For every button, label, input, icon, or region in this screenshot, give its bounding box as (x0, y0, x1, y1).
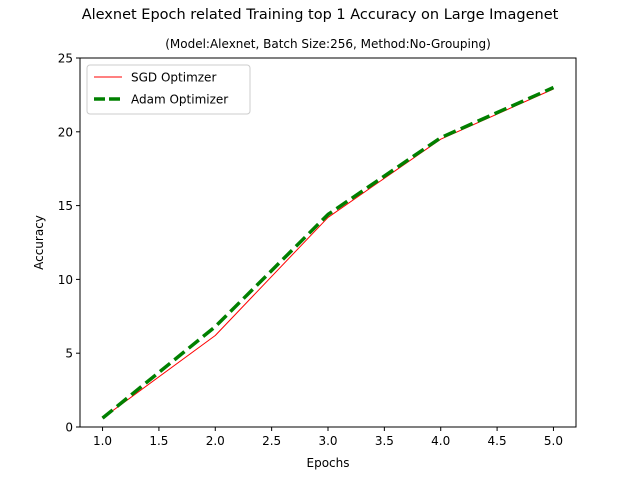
plot-lines (101, 85, 555, 420)
legend-box (86, 64, 251, 115)
x-tick-label: 1.5 (149, 434, 168, 448)
x-tick-label: 4.5 (488, 434, 507, 448)
legend-label: SGD Optimzer (131, 71, 216, 85)
x-tick-label: 5.0 (544, 434, 563, 448)
y-axis-ticks: 0 5 10 15 20 25 (58, 52, 80, 435)
series-line-sgd-optimzer (102, 88, 554, 419)
legend-label: Adam Optimizer (131, 93, 228, 107)
chart-subtitle: (Model:Alexnet, Batch Size:256, Method:N… (165, 37, 491, 51)
y-tick-label: 25 (58, 52, 73, 66)
legend: SGD Optimzer Adam Optimizer (86, 64, 251, 115)
y-tick-label: 15 (58, 199, 73, 213)
x-tick-label: 2.0 (206, 434, 225, 448)
y-axis-label: Accuracy (32, 215, 46, 270)
x-tick-label: 3.0 (318, 434, 337, 448)
y-tick-label: 10 (58, 273, 73, 287)
x-tick-label: 2.5 (262, 434, 281, 448)
x-axis-ticks: 1.0 1.5 2.0 2.5 3.0 3.5 4.0 4.5 5.0 (93, 427, 563, 448)
chart-title: Alexnet Epoch related Training top 1 Acc… (81, 7, 559, 23)
series-line-adam-optimizer (101, 85, 555, 420)
x-tick-label: 4.0 (431, 434, 450, 448)
y-tick-label: 0 (65, 421, 73, 435)
y-tick-label: 20 (58, 125, 73, 139)
x-axis-label: Epochs (307, 456, 350, 470)
x-tick-label: 3.5 (375, 434, 394, 448)
x-tick-label: 1.0 (93, 434, 112, 448)
y-tick-label: 5 (65, 347, 73, 361)
